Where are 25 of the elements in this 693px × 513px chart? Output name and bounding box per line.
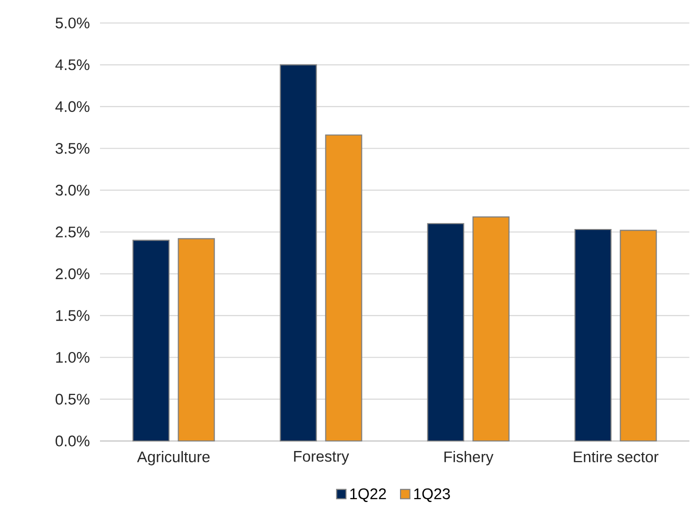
- legend-label: 1Q22: [350, 488, 386, 502]
- y-tick-label: 3.5%: [56, 142, 90, 154]
- y-tick-label: 1.0%: [56, 352, 90, 363]
- x-tick-label: Agriculture: [137, 451, 210, 466]
- y-tick-label: 0.0%: [56, 436, 90, 446]
- y-tick-label: 5.0%: [56, 18, 90, 28]
- y-tick-label: 0.5%: [56, 394, 90, 405]
- x-tick-label: Entire sector: [574, 451, 658, 462]
- x-tick-label: Fishery: [444, 451, 494, 466]
- legend-label: 1Q23: [414, 488, 450, 502]
- y-tick-label: 1.5%: [56, 310, 90, 321]
- y-tick-label: 3.0%: [56, 184, 90, 196]
- y-tick-label: 2.0%: [56, 268, 90, 280]
- x-tick-label: Forestry: [294, 451, 350, 465]
- bar: [620, 230, 657, 442]
- bar: [472, 216, 510, 442]
- bar: [427, 223, 464, 442]
- bar: [132, 240, 170, 442]
- bar: [325, 134, 362, 442]
- bar: [280, 64, 317, 442]
- y-tick-label: 2.5%: [56, 226, 90, 238]
- y-tick-label: 4.5%: [55, 59, 90, 70]
- bar: [178, 238, 215, 442]
- bar: [574, 228, 612, 442]
- y-tick-label: 4.0%: [55, 101, 90, 112]
